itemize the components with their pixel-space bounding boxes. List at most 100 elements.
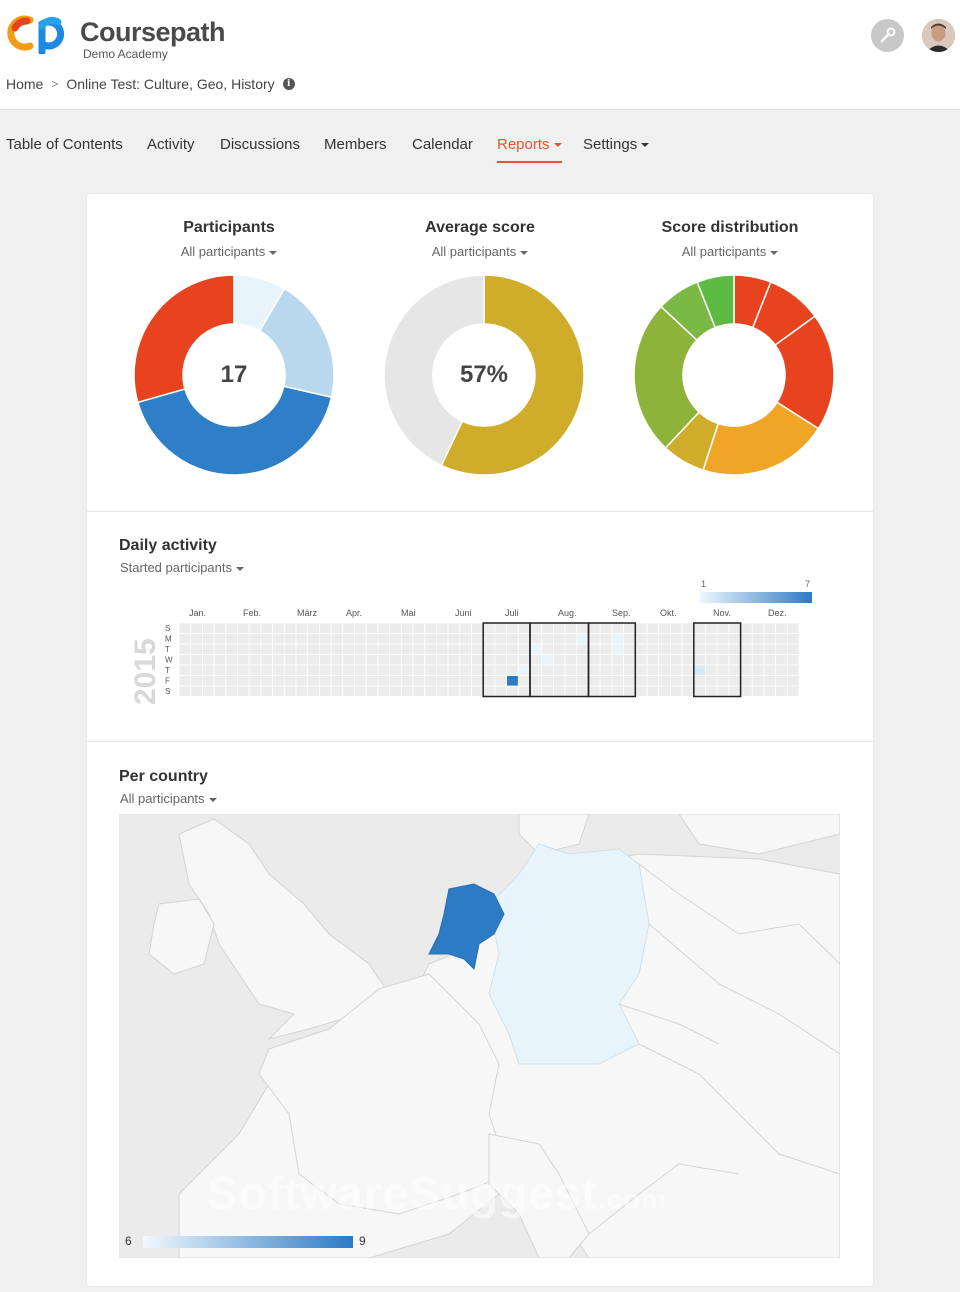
active-day-cell — [541, 654, 554, 666]
breadcrumb-separator-icon: > — [51, 77, 59, 91]
average-score-title: Average score — [425, 219, 535, 236]
score-distribution-filter[interactable]: All participants — [605, 244, 855, 259]
tab-settings[interactable]: Settings — [583, 136, 650, 153]
per-country-filter-label: All participants — [120, 791, 205, 806]
month-label: Sep. — [612, 608, 631, 618]
month-label: Mai — [401, 608, 416, 618]
tab-reports[interactable]: Reports — [497, 136, 562, 163]
heatmap-cells — [178, 622, 800, 697]
score-distribution-title: Score distribution — [661, 219, 799, 236]
brand-name[interactable]: Coursepath — [80, 17, 226, 47]
map-region-scandinavia — [518, 814, 840, 855]
daily-activity-filter[interactable]: Started participants — [120, 560, 245, 575]
weekday-label: T — [165, 666, 170, 675]
month-label: Feb. — [243, 608, 261, 618]
chevron-down-icon — [269, 250, 278, 255]
section-divider — [87, 741, 873, 742]
weekday-label: T — [165, 645, 170, 654]
weekday-label: W — [165, 656, 173, 665]
month-label: Jan. — [189, 608, 206, 618]
watermark: SoftwareSuggest.com — [207, 1166, 667, 1220]
participants-slice-3[interactable] — [133, 274, 235, 404]
per-country-filter[interactable]: All participants — [120, 791, 217, 806]
map-region-ireland — [148, 898, 215, 975]
map-legend-min: 6 — [125, 1234, 132, 1248]
month-label: Nov. — [713, 608, 731, 618]
info-icon[interactable]: i — [282, 78, 295, 90]
average-score-slice-0[interactable] — [440, 274, 585, 476]
average-score-filter-label: All participants — [431, 244, 517, 259]
map-region-uk — [178, 818, 390, 1040]
year-label: 2015 — [129, 638, 162, 705]
per-country-title: Per country — [119, 768, 208, 785]
participants-filter[interactable]: All participants — [104, 244, 354, 259]
tab-settings-label: Settings — [583, 136, 638, 153]
score-distribution-filter-label: All participants — [681, 244, 767, 259]
month-label: Juli — [505, 608, 519, 618]
month-label: Aug. — [558, 608, 577, 618]
participants-title: Participants — [183, 219, 275, 236]
active-day-cell — [506, 675, 519, 687]
breadcrumb-course[interactable]: Online Test: Culture, Geo, History — [66, 76, 275, 92]
breadcrumb-home[interactable]: Home — [6, 76, 44, 92]
coursepath-logo[interactable] — [6, 12, 70, 54]
active-day-cell — [576, 633, 589, 645]
chevron-down-icon — [520, 250, 529, 255]
month-label: Juni — [455, 608, 472, 618]
tab-discussions[interactable]: Discussions — [220, 136, 301, 153]
chevron-down-icon — [770, 250, 779, 255]
tab-table-of-contents[interactable]: Table of Contents — [6, 136, 123, 153]
weekday-label: S — [165, 687, 170, 696]
participants-donut-chart — [133, 274, 335, 476]
participants-filter-label: All participants — [180, 244, 266, 259]
watermark-suffix: .com — [597, 1184, 668, 1215]
participants-slice-2[interactable] — [136, 385, 333, 476]
active-day-cell — [611, 643, 624, 655]
tab-calendar[interactable]: Calendar — [412, 136, 473, 153]
tab-members[interactable]: Members — [324, 136, 387, 153]
watermark-main: SoftwareSuggest — [207, 1167, 598, 1219]
wrench-icon[interactable] — [871, 19, 904, 52]
activity-legend-bar — [700, 592, 812, 603]
academy-name: Demo Academy — [83, 47, 168, 61]
active-day-cell — [693, 664, 706, 676]
month-outline — [693, 622, 742, 698]
score-distribution-slice-5[interactable] — [633, 305, 701, 449]
participants-slice-1[interactable] — [258, 287, 335, 399]
chevron-down-icon — [553, 143, 562, 148]
tab-reports-label: Reports — [497, 136, 550, 153]
score-distribution-slice-7[interactable] — [696, 274, 735, 329]
month-label: Okt. — [660, 608, 677, 618]
active-day-cell — [517, 664, 531, 676]
active-day-cell — [611, 633, 624, 645]
map-legend-bar — [143, 1236, 353, 1248]
score-distribution-donut-chart — [633, 274, 835, 476]
weekday-label: M — [165, 635, 172, 644]
average-score-donut-chart — [383, 274, 585, 476]
month-label: Apr. — [346, 608, 362, 618]
report-card: Participants All participants 17 Average… — [87, 194, 873, 1286]
course-nav: Table of Contents Activity Discussions M… — [0, 111, 960, 181]
activity-legend-min: 1 — [701, 579, 707, 589]
month-label: Dez. — [768, 608, 787, 618]
daily-activity-heatmap: Jan. Feb. März Apr. Mai Juni Juli Aug. Sep. Okt. N… — [129, 608, 800, 705]
map-legend-max: 9 — [359, 1234, 366, 1248]
average-score-value: 57% — [459, 361, 509, 388]
section-divider — [87, 511, 873, 512]
map-region-germany — [488, 843, 650, 1065]
daily-activity-filter-label: Started participants — [120, 560, 233, 575]
weekday-label: F — [165, 677, 170, 686]
tab-activity[interactable]: Activity — [147, 136, 195, 153]
breadcrumb: Home > Online Test: Culture, Geo, Histor… — [6, 76, 295, 92]
chevron-down-icon — [641, 143, 650, 148]
month-label: März — [297, 608, 317, 618]
europe-map — [119, 814, 840, 1258]
top-bar: Coursepath Demo Academy Home > Online Te… — [0, 0, 960, 110]
active-day-cell — [529, 643, 543, 655]
average-score-filter[interactable]: All participants — [355, 244, 605, 259]
map-region-italy — [488, 1133, 590, 1258]
activity-legend-max: 7 — [805, 579, 811, 589]
average-score-slice-1[interactable] — [383, 274, 485, 467]
user-avatar[interactable] — [922, 19, 955, 52]
participants-count: 17 — [220, 361, 248, 388]
